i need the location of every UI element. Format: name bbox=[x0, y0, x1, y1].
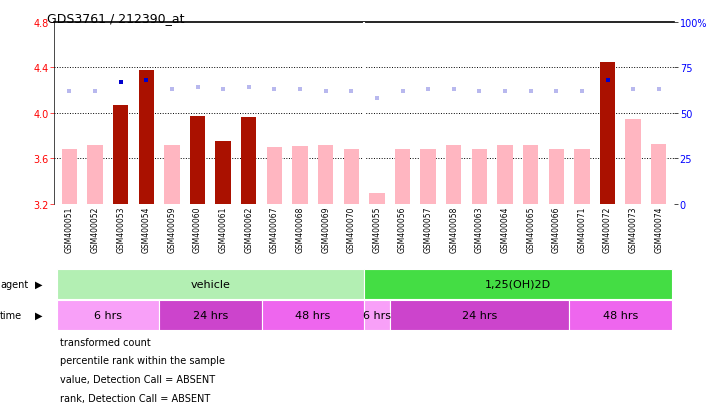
Text: GSM400051: GSM400051 bbox=[65, 206, 74, 253]
Text: GSM400056: GSM400056 bbox=[398, 206, 407, 253]
Text: GSM400063: GSM400063 bbox=[475, 206, 484, 253]
Text: ▶: ▶ bbox=[35, 310, 42, 320]
Bar bbox=[651, 144, 666, 204]
Bar bbox=[446, 145, 461, 204]
Bar bbox=[549, 150, 564, 204]
Text: GSM400053: GSM400053 bbox=[116, 206, 125, 253]
Text: GSM400074: GSM400074 bbox=[654, 206, 663, 253]
Bar bbox=[497, 145, 513, 204]
Text: agent: agent bbox=[0, 279, 28, 289]
Text: 6 hrs: 6 hrs bbox=[363, 310, 391, 320]
Text: GSM400066: GSM400066 bbox=[552, 206, 561, 253]
Text: GSM400064: GSM400064 bbox=[500, 206, 510, 253]
Text: GSM400060: GSM400060 bbox=[193, 206, 202, 253]
Text: GSM400052: GSM400052 bbox=[91, 206, 99, 253]
Text: GSM400068: GSM400068 bbox=[296, 206, 304, 253]
Text: time: time bbox=[0, 310, 22, 320]
Bar bbox=[87, 145, 103, 204]
Text: GSM400071: GSM400071 bbox=[578, 206, 586, 253]
Bar bbox=[216, 142, 231, 204]
Text: GSM400067: GSM400067 bbox=[270, 206, 279, 253]
Text: GSM400057: GSM400057 bbox=[424, 206, 433, 253]
Bar bbox=[523, 145, 539, 204]
Bar bbox=[625, 119, 641, 204]
Text: vehicle: vehicle bbox=[190, 279, 230, 289]
Text: 24 hrs: 24 hrs bbox=[461, 310, 497, 320]
Text: GSM400062: GSM400062 bbox=[244, 206, 253, 253]
Text: GDS3761 / 212390_at: GDS3761 / 212390_at bbox=[47, 12, 185, 25]
Bar bbox=[344, 150, 359, 204]
Bar bbox=[262, 300, 364, 330]
Bar bbox=[57, 300, 159, 330]
Bar bbox=[472, 150, 487, 204]
Bar bbox=[62, 150, 77, 204]
Bar bbox=[600, 62, 615, 204]
Text: GSM400065: GSM400065 bbox=[526, 206, 535, 253]
Text: ▶: ▶ bbox=[35, 279, 42, 289]
Bar bbox=[574, 150, 590, 204]
Bar bbox=[190, 117, 205, 204]
Bar bbox=[369, 193, 384, 204]
Text: GSM400073: GSM400073 bbox=[629, 206, 637, 253]
Bar bbox=[420, 150, 436, 204]
Text: GSM400059: GSM400059 bbox=[167, 206, 177, 253]
Bar bbox=[395, 150, 410, 204]
Text: transformed count: transformed count bbox=[60, 337, 151, 347]
Text: 1,25(OH)2D: 1,25(OH)2D bbox=[485, 279, 551, 289]
Text: GSM400072: GSM400072 bbox=[603, 206, 612, 253]
Bar bbox=[364, 300, 390, 330]
Text: 48 hrs: 48 hrs bbox=[603, 310, 638, 320]
Bar bbox=[164, 145, 180, 204]
Bar bbox=[159, 300, 262, 330]
Bar bbox=[267, 147, 282, 204]
Text: GSM400061: GSM400061 bbox=[218, 206, 228, 253]
Text: GSM400069: GSM400069 bbox=[321, 206, 330, 253]
Text: GSM400070: GSM400070 bbox=[347, 206, 355, 253]
Text: 24 hrs: 24 hrs bbox=[193, 310, 228, 320]
Bar bbox=[57, 269, 364, 299]
Text: GSM400055: GSM400055 bbox=[373, 206, 381, 253]
Bar bbox=[113, 106, 128, 204]
Bar bbox=[241, 118, 257, 204]
Bar bbox=[390, 300, 569, 330]
Bar bbox=[292, 147, 308, 204]
Bar bbox=[364, 269, 671, 299]
Text: 48 hrs: 48 hrs bbox=[295, 310, 330, 320]
Text: GSM400054: GSM400054 bbox=[142, 206, 151, 253]
Bar bbox=[138, 70, 154, 204]
Text: GSM400058: GSM400058 bbox=[449, 206, 459, 253]
Text: 6 hrs: 6 hrs bbox=[94, 310, 122, 320]
Bar bbox=[318, 145, 333, 204]
Bar bbox=[569, 300, 671, 330]
Text: rank, Detection Call = ABSENT: rank, Detection Call = ABSENT bbox=[60, 393, 210, 403]
Text: percentile rank within the sample: percentile rank within the sample bbox=[60, 356, 225, 366]
Text: value, Detection Call = ABSENT: value, Detection Call = ABSENT bbox=[60, 374, 215, 384]
